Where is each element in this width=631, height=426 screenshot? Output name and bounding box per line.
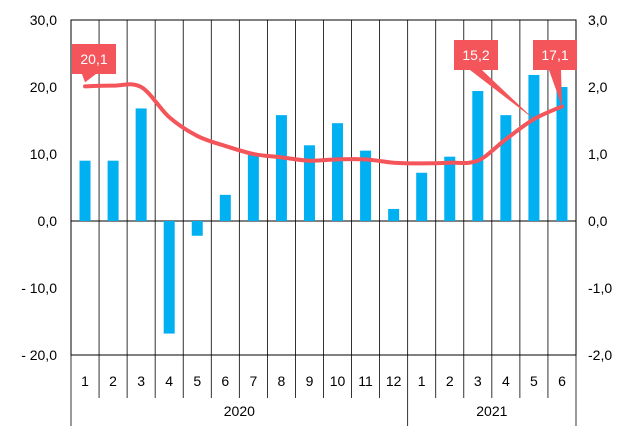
bar	[444, 156, 456, 221]
bar	[556, 87, 568, 221]
bar	[219, 194, 231, 221]
bar	[275, 115, 287, 221]
line-path	[83, 82, 564, 166]
line-series	[83, 82, 564, 166]
x-tick-label: 2	[109, 373, 117, 389]
x-tick-label: 6	[221, 373, 229, 389]
bar	[303, 145, 315, 221]
bar	[332, 123, 344, 221]
x-tick-label: 3	[137, 373, 145, 389]
callout-box	[454, 40, 498, 70]
bar	[247, 153, 259, 221]
bar	[472, 91, 484, 222]
bar	[416, 172, 428, 221]
x-tick-label: 5	[193, 373, 201, 389]
x-tick-label: 4	[502, 373, 510, 389]
bar	[163, 221, 175, 334]
callouts: 20,1 15,2 17,1	[72, 40, 577, 120]
left-tick-label: - 10,0	[21, 280, 57, 296]
callout-box	[533, 40, 577, 70]
x-tick-label: 4	[165, 373, 173, 389]
grid-lines	[71, 20, 576, 355]
bar	[360, 150, 372, 221]
x-tick-label: 5	[530, 373, 538, 389]
left-tick-label: - 20,0	[21, 347, 57, 363]
left-tick-label: 0,0	[38, 213, 58, 229]
right-tick-label: -2,0	[588, 347, 612, 363]
x-tick-label: 6	[558, 373, 566, 389]
right-tick-label: 3,0	[588, 12, 608, 28]
callout-label: 15,2	[462, 47, 489, 63]
bar	[79, 160, 91, 221]
bars	[79, 74, 568, 334]
x-tick-label: 7	[249, 373, 257, 389]
x-tick-label: 11	[358, 373, 373, 389]
callout-label: 20,1	[80, 51, 107, 67]
bar	[191, 221, 203, 236]
bar	[135, 108, 147, 221]
x-tick-label: 8	[278, 373, 286, 389]
callout-pointer	[470, 70, 534, 120]
x-tick-label: 2	[446, 373, 454, 389]
left-tick-label: 10,0	[30, 146, 57, 162]
left-tick-label: 30,0	[30, 12, 57, 28]
right-tick-label: 1,0	[588, 146, 608, 162]
x-tick-label: 3	[474, 373, 482, 389]
bar	[388, 208, 400, 221]
right-tick-label: 2,0	[588, 79, 608, 95]
bar	[528, 74, 540, 221]
callout-pointer	[82, 74, 96, 83]
x-tick-label: 9	[306, 373, 314, 389]
bar	[107, 160, 119, 221]
right-tick-label: 0,0	[588, 213, 608, 229]
x-tick-label: 1	[418, 373, 426, 389]
year-label: 2020	[224, 403, 255, 419]
left-tick-label: 20,0	[30, 79, 57, 95]
callout-label: 17,1	[541, 47, 568, 63]
right-tick-label: -1,0	[588, 280, 612, 296]
callout-box	[72, 44, 116, 74]
right-axis: -2,0 -1,0 0,0 1,0 2,0 3,0	[588, 12, 612, 363]
year-label: 2021	[476, 403, 507, 419]
bar	[500, 115, 512, 221]
x-tick-label: 10	[330, 373, 346, 389]
left-axis: - 20,0 - 10,0 0,0 10,0 20,0 30,0	[21, 12, 57, 363]
x-tick-label: 12	[386, 373, 402, 389]
x-tick-label: 1	[81, 373, 89, 389]
callout-pointer	[549, 70, 562, 107]
